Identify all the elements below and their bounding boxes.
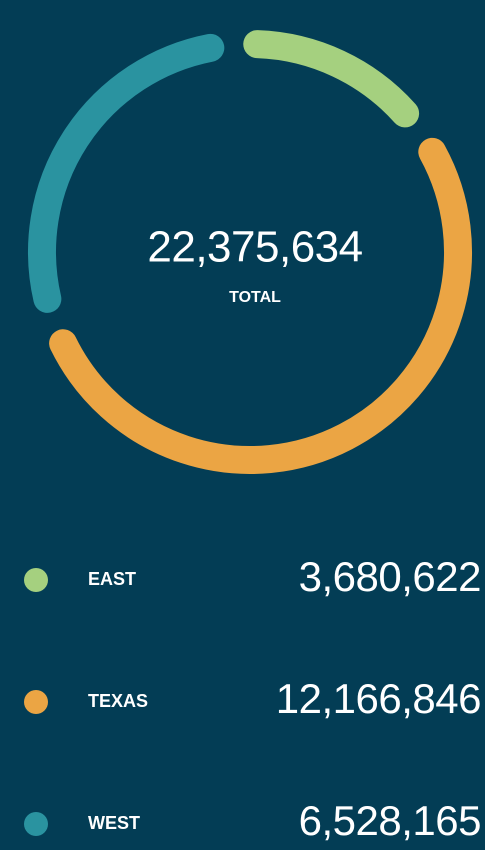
donut-segment [243, 30, 420, 128]
donut-segment [49, 137, 472, 474]
legend-label: WEST [88, 813, 140, 833]
legend-value: 12,166,846 [276, 675, 481, 722]
legend-dot [24, 812, 48, 836]
total-caption: TOTAL [229, 289, 281, 306]
total-value: 22,375,634 [147, 223, 362, 272]
legend-label: EAST [88, 569, 136, 589]
legend-value: 6,528,165 [299, 797, 481, 844]
legend-label: TEXAS [88, 691, 148, 711]
legend-dot [24, 568, 48, 592]
donut-segment [28, 33, 225, 313]
legend-dot [24, 690, 48, 714]
legend-value: 3,680,622 [299, 553, 481, 600]
